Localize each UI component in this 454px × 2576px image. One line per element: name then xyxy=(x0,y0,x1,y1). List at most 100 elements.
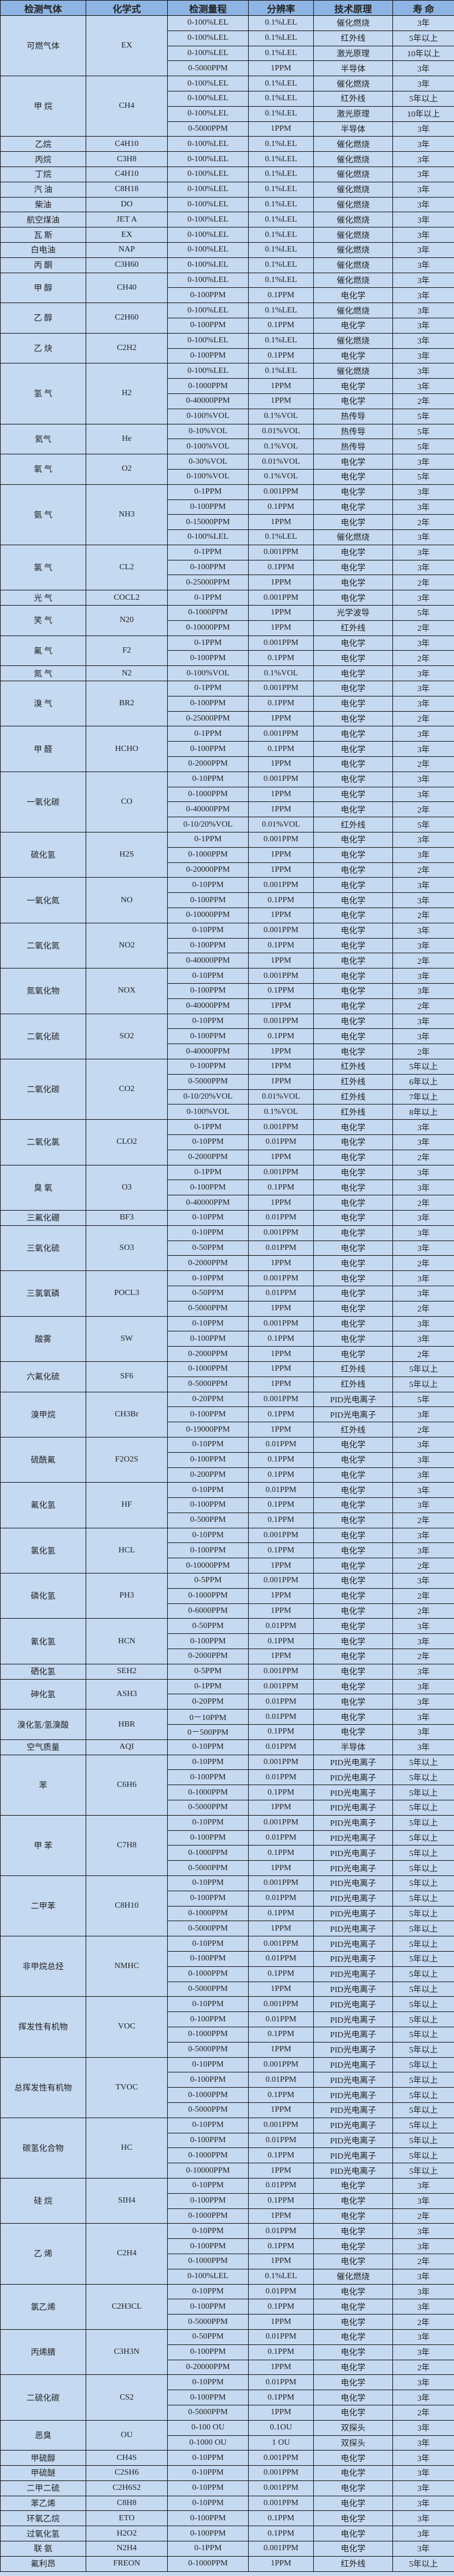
table-row: 0-25000PPM 1PPM 电化学 2年 xyxy=(1,711,454,727)
principle-cell: 催化燃烧 xyxy=(313,242,393,258)
range-cell: 0-100PPM xyxy=(167,1331,249,1347)
principle-cell: PID光电离子 xyxy=(313,2011,393,2027)
lifespan-cell: 5年以上 xyxy=(392,2072,454,2088)
formula-cell: VOC xyxy=(86,1996,168,2058)
resolution-cell: 0.1%LEL xyxy=(248,151,314,167)
principle-cell: 电化学 xyxy=(313,2465,393,2481)
formula-cell: SEH2 xyxy=(86,1663,168,1680)
table-row: 0-100PPM 0.1PPM 电化学 3年 xyxy=(1,1452,454,1468)
range-cell: 0-10PPM xyxy=(167,1225,249,1241)
principle-cell: 电化学 xyxy=(313,484,393,500)
principle-cell: 电化学 xyxy=(313,771,393,787)
table-row: 硫化氢 H2S 0-1PPM 0.001PPM 电化学 3年 xyxy=(0,832,454,878)
formula-cell: NO xyxy=(86,877,168,923)
range-cell: 0-10PPM xyxy=(167,1814,249,1831)
principle-cell: 电化学 xyxy=(313,1119,393,1135)
lifespan-cell: 3年 xyxy=(392,1134,454,1150)
lifespan-cell: 10年以上 xyxy=(392,106,454,122)
table-row: 0-2000PPM 1PPM 电化学 2年 xyxy=(1,1649,454,1664)
range-cell: 0-100PPM xyxy=(167,1951,249,1967)
principle-cell: 半导体 xyxy=(313,121,393,137)
formula-cell: CL2 xyxy=(86,544,168,591)
range-cell: 0-100%LEL xyxy=(167,90,249,107)
resolution-cell: 0.1%LEL xyxy=(248,76,314,91)
lifespan-cell: 5年以上 xyxy=(392,1875,454,1891)
principle-cell: 催化燃烧 xyxy=(313,196,393,213)
range-cell: 0-10PPM xyxy=(167,1013,249,1029)
range-cell: 0-100PPM xyxy=(167,1406,249,1423)
formula-cell: HCL xyxy=(86,1527,168,1574)
range-cell: 0-100PPM xyxy=(167,499,249,515)
resolution-cell: 0.01PPM xyxy=(248,2011,314,2027)
gas-name-cell: 苯乙烯 xyxy=(0,2495,86,2512)
range-cell: 0-1PPM xyxy=(167,635,249,651)
principle-cell: 电化学 xyxy=(313,1300,393,1317)
range-cell: 0-10PPM xyxy=(167,2117,249,2133)
principle-cell: 红外线 xyxy=(313,1104,393,1120)
gas-name-cell: 苯 xyxy=(0,1754,86,1816)
resolution-cell: 1PPM xyxy=(248,2041,314,2058)
lifespan-cell: 5年以上 xyxy=(392,2102,454,2118)
gas-name-cell: 氢 气 xyxy=(0,363,86,424)
gas-name-cell: 丙烯腈 xyxy=(0,2329,86,2376)
table-row: 0-5000PPM 1PPM PID光电离子 5年以上 xyxy=(1,1860,454,1877)
principle-cell: PID光电离子 xyxy=(313,1875,393,1891)
resolution-cell: 1PPM xyxy=(248,711,314,727)
resolution-cell: 0.01PPM xyxy=(248,2374,314,2391)
lifespan-cell: 2年 xyxy=(392,953,454,969)
table-body: 可燃气体 EX 0-100%LEL 0.1%LEL 催化燃烧 3年 0-100%LEL 0.1… xyxy=(0,15,454,2572)
lifespan-cell: 3年 xyxy=(392,968,454,984)
principle-cell: 电化学 xyxy=(313,832,393,848)
principle-cell: 热传导 xyxy=(313,439,393,455)
gas-name-cell: 环氧乙烷 xyxy=(0,2510,86,2527)
principle-cell: 电化学 xyxy=(313,1588,393,1604)
lifespan-cell: 3年 xyxy=(392,2465,454,2481)
lifespan-cell: 8年以上 xyxy=(392,1104,454,1120)
lifespan-cell: 3年 xyxy=(392,2541,454,2557)
gas-name-cell: 二甲苯 xyxy=(0,1875,86,1937)
range-cell: 0-10PPM xyxy=(167,1936,249,1952)
lifespan-cell: 5年以上 xyxy=(392,1830,454,1846)
resolution-cell: 0.1PPM xyxy=(248,2238,314,2254)
range-cell: 0－10PPM xyxy=(167,1709,249,1725)
lifespan-cell: 3年 xyxy=(392,1331,454,1347)
table-row: 氟化氢 HF 0-10PPM 0.01PPM 电化学 3年 xyxy=(0,1482,454,1528)
table-row: 0-100%VOL 0.1%VOL 电化学 5年 xyxy=(1,468,454,485)
range-cell: 0-1PPM xyxy=(167,832,249,848)
principle-cell: 红外线 xyxy=(313,1058,393,1075)
principle-cell: 电化学 xyxy=(313,2359,393,2376)
lifespan-cell: 3年 xyxy=(392,1028,454,1045)
range-cell: 0-10PPM xyxy=(167,1436,249,1453)
resolution-cell: 0.1PPM xyxy=(248,1406,314,1423)
table-row: 0-1000PPM 1PPM 电化学 2年 xyxy=(1,1588,454,1604)
gas-name-cell: 氟化氢 xyxy=(0,1482,86,1528)
principle-cell: PID光电离子 xyxy=(313,1785,393,1801)
resolution-cell: 1PPM xyxy=(248,1422,314,1437)
table-row: 二甲苯 C8H10 0-10PPM 0.001PPM PID光电离子 5年以上 xyxy=(0,1875,454,1937)
gas-name-cell: 溴 气 xyxy=(0,681,86,727)
table-row: 二氧化氯 CLO2 0-1PPM 0.001PPM 电化学 3年 xyxy=(0,1119,454,1165)
table-row: 笑 气 N20 0-1000PPM 1PPM 光学波导 5年 xyxy=(0,605,454,636)
range-cell: 0-2000PPM xyxy=(167,1649,249,1664)
formula-cell: C4H10 xyxy=(86,166,168,182)
lifespan-cell: 3年 xyxy=(392,136,454,152)
resolution-cell: 1PPM xyxy=(248,1346,314,1362)
table-row: 0-50PPM 0.01PPM 电化学 3年 xyxy=(1,1285,454,1301)
range-cell: 0-100PPM xyxy=(167,2344,249,2360)
lifespan-cell: 5年以上 xyxy=(392,1966,454,1982)
resolution-cell: 0.1PPM xyxy=(248,1331,314,1347)
range-cell: 0-50PPM xyxy=(167,2329,249,2345)
principle-cell: 电化学 xyxy=(313,665,393,682)
lifespan-cell: 3年 xyxy=(392,2238,454,2254)
range-cell: 0-100PPM xyxy=(167,2011,249,2027)
principle-cell: 光学波导 xyxy=(313,605,393,621)
table-row: 0-10/20%VOL 0.01%VOL 红外线 5年 xyxy=(1,817,454,833)
range-cell: 0-100 OU xyxy=(167,2419,249,2436)
gas-name-cell: 碳氢化合物 xyxy=(0,2117,86,2179)
principle-cell: 红外线 xyxy=(313,1361,393,1377)
resolution-cell: 1PPM xyxy=(248,786,314,803)
gas-name-cell: 甲 苯 xyxy=(0,1814,86,1877)
lifespan-cell: 3年 xyxy=(392,1240,454,1256)
principle-cell: 电化学 xyxy=(313,1467,393,1483)
range-cell: 0-40000PPM xyxy=(167,953,249,969)
